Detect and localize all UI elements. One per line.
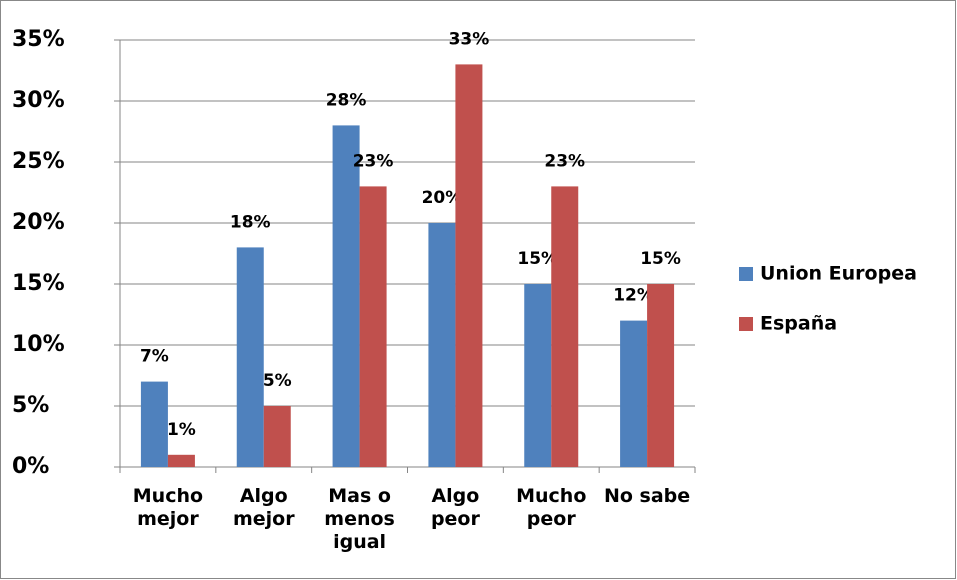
bar (620, 320, 648, 467)
legend-label: Union Europea (760, 263, 917, 285)
data-label: 1% (167, 420, 196, 440)
data-label: 33% (449, 29, 490, 49)
bar (647, 284, 675, 467)
x-tick-label: Mucho mejor (132, 485, 204, 530)
x-tick-label: Algo mejor (232, 485, 295, 530)
bar (551, 186, 579, 467)
y-tick-label: 35% (12, 27, 65, 52)
data-label: 23% (353, 151, 394, 171)
bar (236, 247, 264, 467)
data-label: 28% (326, 90, 367, 110)
x-tick-label: Mas o menos igual (324, 485, 395, 553)
y-tick-label: 0% (12, 454, 49, 479)
data-label: 15% (640, 249, 681, 269)
x-tick-label: Mucho peor (516, 485, 587, 530)
data-label: 5% (263, 371, 292, 391)
bar (455, 64, 483, 468)
bar (524, 284, 552, 467)
y-tick-label: 15% (12, 271, 65, 296)
bar (428, 223, 456, 467)
data-label: 7% (140, 347, 169, 367)
data-label: 23% (544, 151, 585, 171)
bar (140, 381, 168, 467)
x-tick-label: Algo peor (430, 485, 480, 530)
y-tick-label: 25% (12, 149, 65, 174)
data-label: 20% (422, 188, 463, 208)
data-label: 18% (230, 212, 271, 232)
data-label: 15% (517, 249, 558, 269)
bar (359, 186, 387, 467)
legend-label: España (760, 313, 837, 335)
y-tick-label: 20% (12, 210, 65, 235)
data-label: 12% (613, 286, 654, 306)
y-tick-label: 30% (12, 88, 65, 113)
y-tick-label: 10% (12, 332, 65, 357)
legend-swatch (739, 317, 753, 331)
bar (332, 125, 360, 468)
y-tick-label: 5% (12, 393, 49, 418)
legend-swatch (739, 267, 753, 281)
x-tick-label: No sabe (603, 485, 691, 507)
bar (263, 406, 291, 467)
bar (167, 454, 195, 467)
